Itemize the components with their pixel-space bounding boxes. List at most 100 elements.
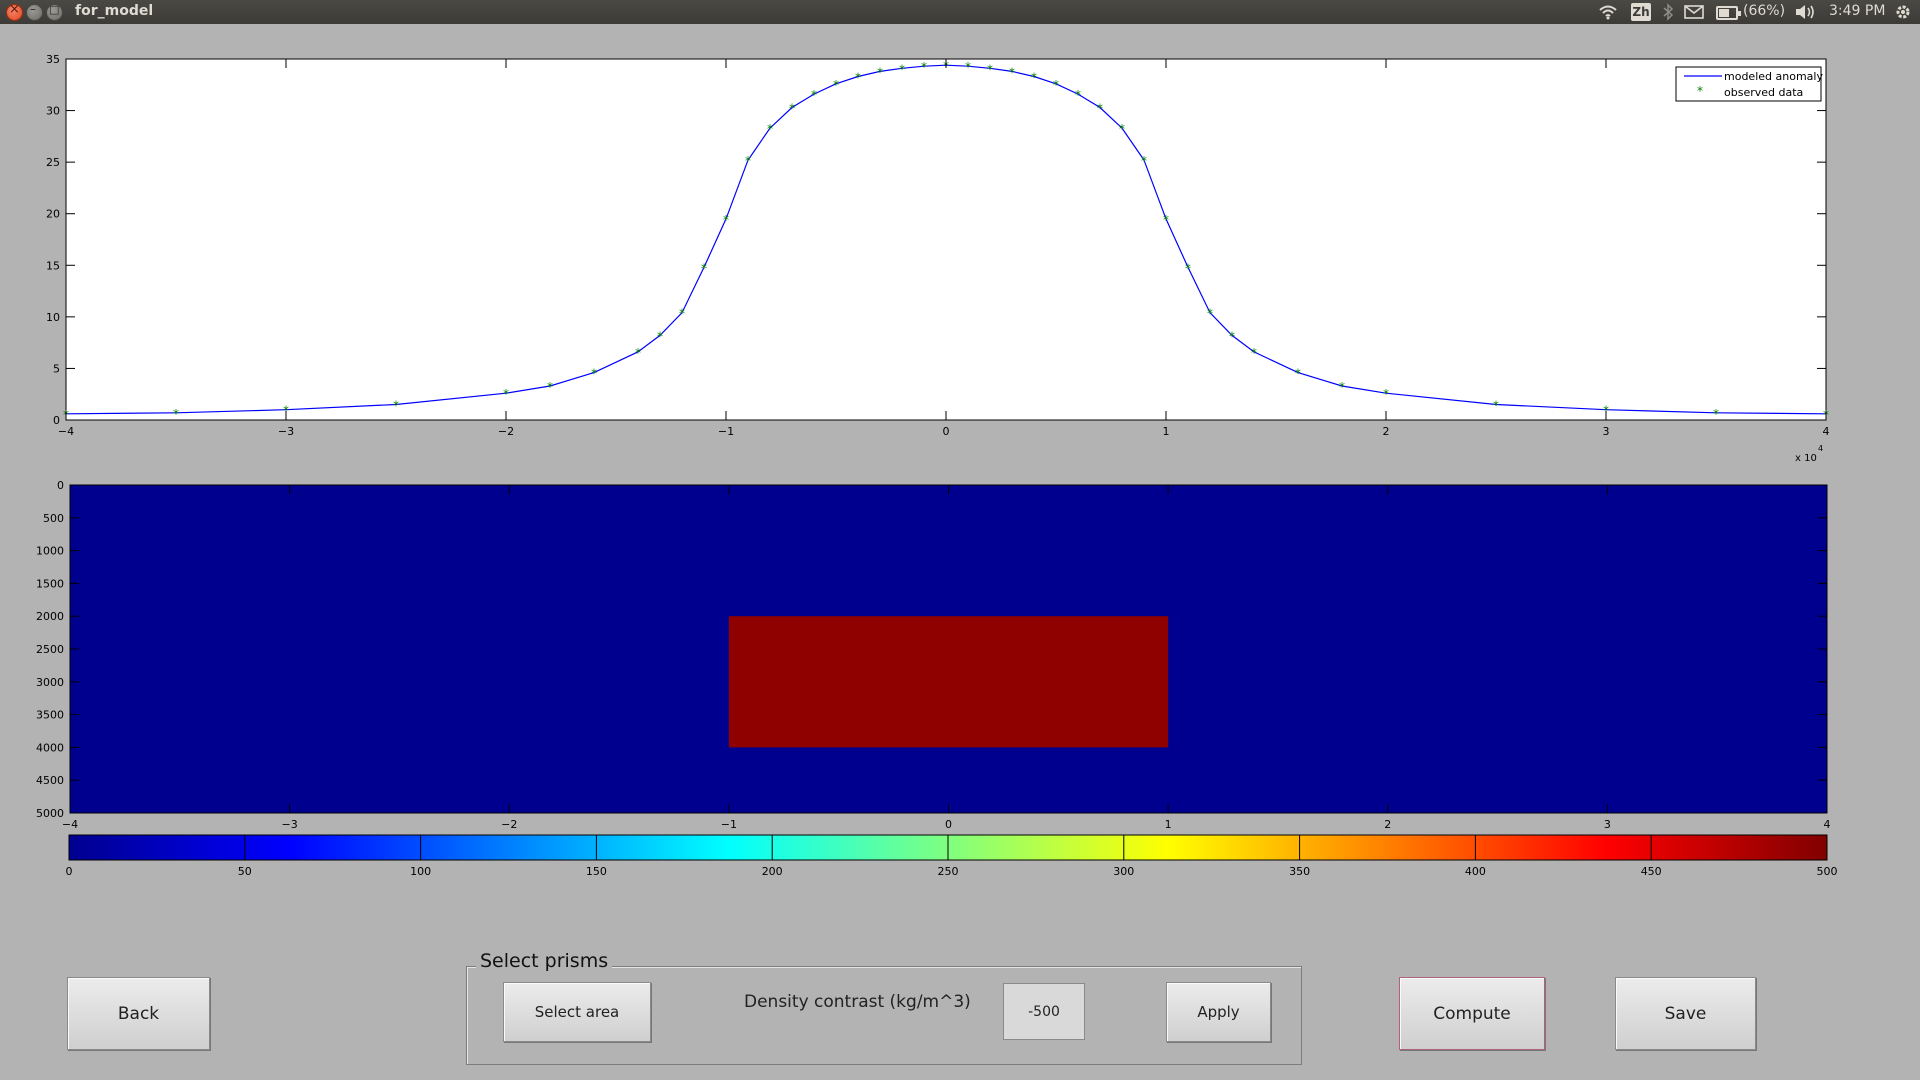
hm-y-tick-label: 1000 (36, 545, 64, 558)
colorbar-tick-label: 300 (1113, 865, 1134, 878)
figure-canvas: * * * * * * * * * * * * * * * * * * * * * * * * * * * * * * * * * * * * * * * *… (36, 53, 1838, 878)
observed-data-point: * (1603, 404, 1609, 418)
clock[interactable]: 3:49 PM (1829, 3, 1886, 19)
y-tick-label: 20 (46, 208, 60, 221)
observed-data-point: * (1251, 346, 1257, 360)
colorbar-tick-label: 100 (410, 865, 431, 878)
observed-data-point: * (767, 122, 773, 136)
hm-y-tick-label: 500 (43, 512, 64, 525)
select-area-button[interactable]: Select area (503, 982, 651, 1042)
observed-data-point: * (1031, 71, 1037, 85)
maximize-icon[interactable] (46, 3, 63, 21)
observed-data-point: * (657, 329, 663, 343)
legend-entry-observed: observed data (1724, 86, 1803, 99)
x-exponent-power: 4 (1818, 444, 1823, 453)
close-icon[interactable] (6, 2, 23, 21)
observed-data-point: * (173, 407, 179, 421)
observed-data-point: * (745, 154, 751, 168)
anomaly-plot-area[interactable] (65, 58, 1827, 421)
input-method-indicator[interactable]: Zh (1631, 3, 1651, 21)
y-tick-label: 0 (53, 414, 60, 427)
observed-data-point: * (393, 399, 399, 413)
x-tick-label: −2 (498, 425, 514, 438)
bluetooth-icon[interactable] (1662, 3, 1674, 21)
top-bar: for_model Zh (66%) 3:49 PM (0, 0, 1920, 24)
hm-x-tick-label: 0 (945, 818, 952, 831)
minimize-icon[interactable] (26, 2, 43, 21)
observed-data-point: * (987, 62, 993, 76)
legend-entry-modeled: modeled anomaly (1724, 70, 1823, 83)
observed-data-point: * (701, 261, 707, 275)
observed-data-point: * (1141, 154, 1147, 168)
volume-icon[interactable] (1794, 4, 1816, 20)
x-tick-label: 1 (1163, 425, 1170, 438)
x-tick-label: 4 (1823, 425, 1830, 438)
y-tick-label: 35 (46, 53, 60, 66)
hm-x-tick-label: −3 (282, 818, 298, 831)
hm-y-tick-label: 3000 (36, 676, 64, 689)
observed-data-point: * (1119, 122, 1125, 136)
observed-data-point: * (1009, 65, 1015, 79)
density-contrast-input[interactable] (1003, 983, 1085, 1040)
back-button[interactable]: Back (67, 977, 210, 1050)
density-contrast-label: Density contrast (kg/m^3) (744, 992, 971, 1012)
hm-y-tick-label: 0 (57, 479, 64, 492)
colorbar-tick-label: 150 (586, 865, 607, 878)
battery-icon[interactable] (1716, 6, 1741, 20)
colorbar-tick-label: 350 (1289, 865, 1310, 878)
hm-x-tick-label: −4 (62, 818, 78, 831)
x-tick-label: −4 (58, 425, 74, 438)
save-button[interactable]: Save (1615, 977, 1756, 1050)
hm-x-tick-label: 2 (1384, 818, 1391, 831)
colorbar-tick-label: 450 (1641, 865, 1662, 878)
observed-data-point: * (899, 62, 905, 76)
x-tick-label: −3 (278, 425, 294, 438)
hm-y-tick-label: 2500 (36, 643, 64, 656)
x-tick-label: −1 (718, 425, 734, 438)
observed-data-point: * (1229, 329, 1235, 343)
observed-data-point: * (1207, 307, 1213, 321)
y-tick-label: 15 (46, 259, 60, 272)
observed-data-point: * (877, 65, 883, 79)
y-tick-label: 30 (46, 105, 60, 118)
wifi-icon[interactable] (1598, 4, 1618, 20)
observed-data-point: * (965, 60, 971, 74)
battery-percent: (66%) (1743, 3, 1786, 19)
observed-data-point: * (679, 307, 685, 321)
colorbar-tick-label: 200 (762, 865, 783, 878)
observed-data-point: * (789, 101, 795, 115)
observed-data-point: * (591, 367, 597, 381)
apply-button[interactable]: Apply (1166, 982, 1271, 1042)
hm-y-tick-label: 2000 (36, 610, 64, 623)
x-tick-label: 0 (943, 425, 950, 438)
hm-x-tick-label: 3 (1604, 818, 1611, 831)
observed-data-point: * (635, 346, 641, 360)
gear-icon[interactable] (1894, 3, 1912, 21)
observed-data-point: * (547, 380, 553, 394)
colorbar-tick-label: 0 (66, 865, 73, 878)
hm-y-tick-label: 3500 (36, 709, 64, 722)
mail-icon[interactable] (1684, 5, 1704, 19)
observed-data-point: * (1075, 88, 1081, 102)
observed-data-point: * (811, 88, 817, 102)
colorbar-tick-label: 250 (938, 865, 959, 878)
hm-y-tick-label: 1500 (36, 577, 64, 590)
density-prism[interactable] (728, 616, 1169, 748)
observed-data-point: * (1713, 407, 1719, 421)
select-prisms-panel (466, 966, 1302, 1065)
observed-data-point: * (1295, 367, 1301, 381)
hm-y-tick-label: 4000 (36, 741, 64, 754)
hm-y-tick-label: 5000 (36, 807, 64, 820)
x-tick-label: 3 (1603, 425, 1610, 438)
x-tick-label: 2 (1383, 425, 1390, 438)
hm-x-tick-label: −1 (721, 818, 737, 831)
observed-data-point: * (1383, 387, 1389, 401)
observed-data-point: * (1097, 101, 1103, 115)
observed-data-point: * (833, 78, 839, 92)
select-prisms-title: Select prisms (476, 950, 613, 972)
colorbar-tick-label: 400 (1465, 865, 1486, 878)
hm-y-tick-label: 4500 (36, 774, 64, 787)
observed-data-point: * (723, 213, 729, 227)
observed-data-point: * (1185, 261, 1191, 275)
compute-button[interactable]: Compute (1399, 977, 1545, 1050)
